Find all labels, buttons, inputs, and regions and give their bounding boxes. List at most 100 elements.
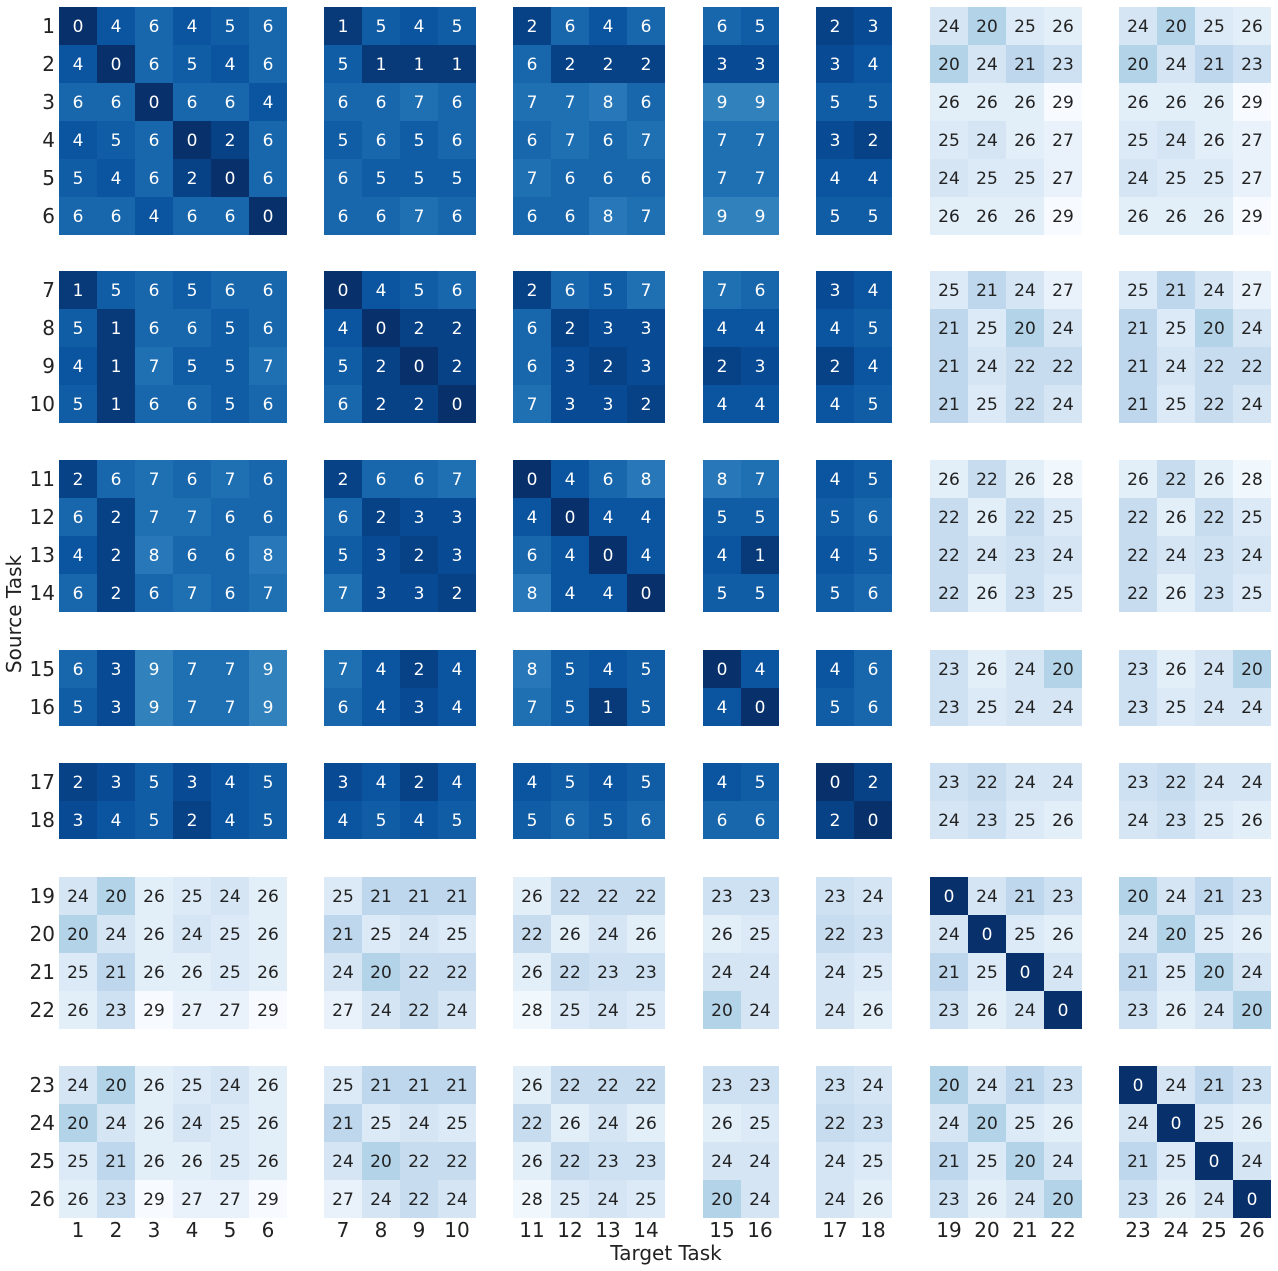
cell-value-label: 24	[824, 1190, 846, 1210]
cell-value-label: 0	[111, 55, 122, 75]
heatmap-cell	[211, 801, 249, 839]
cell-value-label: 27	[1052, 281, 1074, 301]
cell-value-label: 20	[1203, 963, 1225, 983]
cell-value-label: 6	[414, 470, 425, 490]
cell-value-label: 26	[143, 887, 165, 907]
heatmap-cell	[97, 1180, 135, 1218]
cell-value-label: 24	[219, 887, 241, 907]
x-tick-label: 19	[936, 1218, 961, 1242]
heatmap-cell	[816, 688, 854, 726]
cell-value-label: 24	[1203, 660, 1225, 680]
heatmap-cell	[854, 877, 892, 915]
y-tick-label: 26	[30, 1187, 55, 1211]
heatmap-cell	[1157, 7, 1195, 45]
cell-value-label: 24	[862, 887, 884, 907]
cell-value-label: 5	[603, 281, 614, 301]
cell-value-label: 5	[187, 55, 198, 75]
heatmap-cell	[59, 309, 97, 347]
heatmap-cell	[438, 1142, 476, 1180]
heatmap-cell	[249, 801, 287, 839]
heatmap-cell	[1006, 763, 1044, 801]
cell-value-label: 5	[263, 811, 274, 831]
cell-value-label: 25	[1014, 925, 1036, 945]
heatmap-cell	[173, 309, 211, 347]
heatmap-cell	[1233, 953, 1271, 991]
heatmap-cell	[97, 688, 135, 726]
heatmap-cell	[816, 991, 854, 1029]
cell-value-label: 3	[830, 131, 841, 151]
cell-value-label: 26	[1014, 93, 1036, 113]
cell-value-label: 6	[263, 55, 274, 75]
heatmap-cell	[97, 991, 135, 1029]
cell-value-label: 29	[1052, 207, 1074, 227]
heatmap-cell	[400, 953, 438, 991]
cell-value-label: 26	[559, 925, 581, 945]
cell-value-label: 7	[565, 93, 576, 113]
cell-value-label: 25	[1127, 281, 1149, 301]
heatmap-cell	[741, 121, 779, 159]
heatmap-cell	[1157, 991, 1195, 1029]
cell-value-label: 6	[225, 508, 236, 528]
heatmap-cell	[97, 801, 135, 839]
heatmap-cell	[59, 197, 97, 235]
heatmap-cell	[438, 688, 476, 726]
heatmap-cell	[627, 45, 665, 83]
heatmap-cell	[968, 1066, 1006, 1104]
cell-value-label: 24	[862, 1076, 884, 1096]
heatmap-cell	[1119, 1104, 1157, 1142]
cell-value-label: 25	[1241, 584, 1263, 604]
cell-value-label: 2	[414, 395, 425, 415]
cell-value-label: 26	[257, 887, 279, 907]
heatmap-cell	[930, 1066, 968, 1104]
heatmap-cell	[1006, 460, 1044, 498]
heatmap-cell	[816, 159, 854, 197]
cell-value-label: 3	[565, 357, 576, 377]
cell-value-label: 26	[1165, 584, 1187, 604]
heatmap-cell	[211, 498, 249, 536]
cell-value-label: 22	[1052, 357, 1074, 377]
cell-value-label: 1	[376, 55, 387, 75]
cell-value-label: 0	[527, 470, 538, 490]
heatmap-cell	[59, 1104, 97, 1142]
heatmap-cell	[249, 763, 287, 801]
heatmap-cell	[438, 953, 476, 991]
cell-value-label: 24	[1014, 1001, 1036, 1021]
cell-value-label: 24	[1052, 698, 1074, 718]
cell-value-label: 7	[527, 395, 538, 415]
heatmap-cell	[968, 688, 1006, 726]
heatmap-cell	[551, 991, 589, 1029]
cell-value-label: 4	[73, 131, 84, 151]
heatmap-cell	[362, 1180, 400, 1218]
cell-value-label: 5	[414, 131, 425, 151]
heatmap-cell	[362, 650, 400, 688]
cell-value-label: 25	[1052, 508, 1074, 528]
x-tick-label: 22	[1050, 1218, 1075, 1242]
heatmap-cell	[400, 460, 438, 498]
cell-value-label: 2	[414, 660, 425, 680]
heatmap-cell	[1006, 574, 1044, 612]
cell-value-label: 0	[565, 508, 576, 528]
heatmap-cell	[362, 460, 400, 498]
heatmap-cell	[135, 45, 173, 83]
heatmap-cell	[173, 953, 211, 991]
heatmap-cell	[135, 1180, 173, 1218]
heatmap-cell	[1006, 801, 1044, 839]
cell-value-label: 4	[603, 17, 614, 37]
cell-value-label: 5	[73, 698, 84, 718]
cell-value-label: 24	[976, 1076, 998, 1096]
cell-value-label: 5	[376, 811, 387, 831]
heatmap-cell	[627, 650, 665, 688]
heatmap-cell	[211, 460, 249, 498]
cell-value-label: 4	[73, 357, 84, 377]
heatmap-cell	[930, 159, 968, 197]
heatmap-cell	[400, 159, 438, 197]
heatmap-cell	[741, 1066, 779, 1104]
cell-value-label: 6	[73, 660, 84, 680]
cell-value-label: 22	[938, 584, 960, 604]
heatmap-cell	[97, 271, 135, 309]
heatmap-cell	[1006, 1104, 1044, 1142]
heatmap-cell	[1233, 7, 1271, 45]
cell-value-label: 0	[717, 660, 728, 680]
cell-value-label: 22	[938, 546, 960, 566]
